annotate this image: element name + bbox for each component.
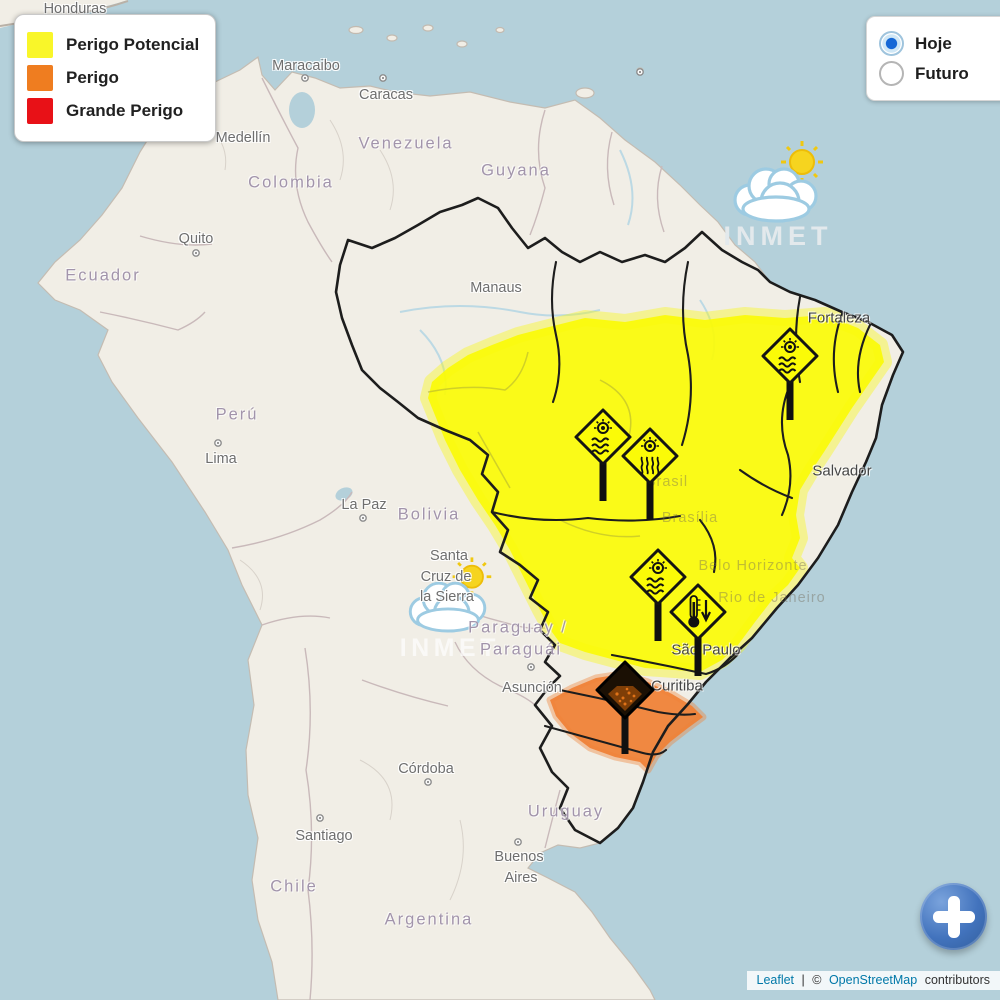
islands [348,24,644,99]
osm-link[interactable]: OpenStreetMap [828,973,918,987]
legend-row-danger: Perigo [27,65,199,91]
city-dots [192,68,644,846]
copyright-symbol: © [812,973,822,987]
time-toggle: Hoje Futuro [866,16,1000,101]
attribution-separator: | [801,973,805,987]
radio-hoje[interactable]: Hoje [879,31,1000,56]
map-attribution: Leaflet | © OpenStreetMap contributors [746,971,1000,990]
city-marker [514,838,522,846]
radio-selected-icon[interactable] [879,31,904,56]
city-marker [316,814,324,822]
warning-area-yellow[interactable] [420,307,892,680]
zoom-in-button[interactable] [920,883,987,950]
legend-row-great-danger: Grande Perigo [27,98,199,124]
lakes-rivers [289,92,716,501]
legend-row-potential: Perigo Potencial [27,32,199,58]
svg-text:INMET: INMET [400,635,500,662]
city-marker [379,74,387,82]
city-marker [192,249,200,257]
attribution-suffix: contributors [924,973,990,987]
inmet-watermark-ne: INMET [724,141,833,251]
city-marker [359,514,367,522]
brazil-border [334,196,905,845]
city-marker [424,778,432,786]
admin-borders [199,119,464,901]
red-swatch [27,98,53,124]
radio-unselected-icon[interactable] [879,61,904,86]
city-marker [301,74,309,82]
leaflet-link[interactable]: Leaflet [756,973,795,987]
orange-swatch [27,65,53,91]
legend-label: Grande Perigo [66,101,184,120]
inmet-watermark-sw: INMET [400,557,500,662]
warning-legend: Perigo Potencial Perigo Grande Perigo [14,14,217,142]
city-marker [636,68,644,76]
yellow-swatch [27,32,53,58]
svg-text:INMET: INMET [724,221,833,251]
plus-icon [932,895,975,938]
radio-futuro[interactable]: Futuro [879,61,1000,86]
legend-label: Perigo [66,68,119,87]
city-marker [527,663,535,671]
legend-label: Perigo Potencial [66,35,200,54]
city-marker [214,439,222,447]
